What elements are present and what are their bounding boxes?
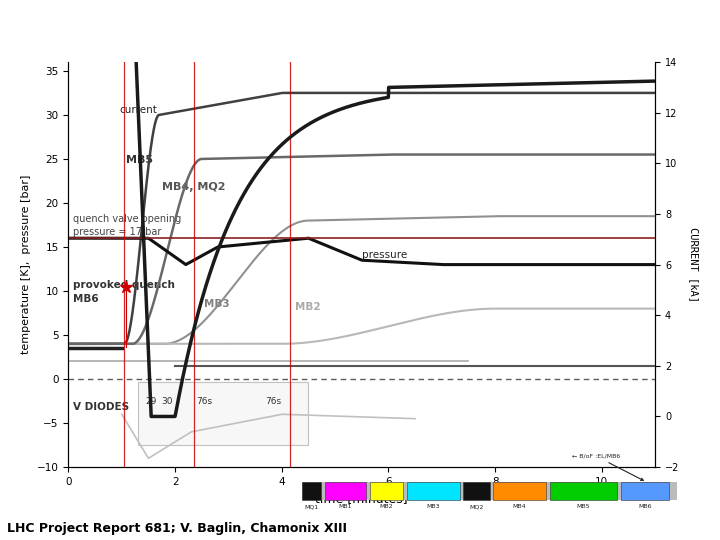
Y-axis label: CURRENT [kA]: CURRENT [kA] [689, 227, 698, 302]
Bar [302, 482, 321, 500]
Text: MB2: MB2 [380, 504, 393, 509]
Bar [138, 382, 308, 445]
Text: MB6: MB6 [638, 504, 652, 509]
Bar [549, 482, 617, 500]
Text: quench effect in String 2 Test: quench effect in String 2 Test [9, 19, 403, 43]
Bar [325, 482, 366, 500]
Text: current: current [119, 105, 157, 115]
Text: MB2: MB2 [295, 302, 320, 312]
Text: MQ2: MQ2 [469, 504, 484, 509]
Bar [408, 482, 459, 500]
Text: V DIODES: V DIODES [73, 402, 129, 412]
Text: MB1: MB1 [338, 504, 352, 509]
Text: 76s: 76s [266, 397, 282, 406]
Text: MB4: MB4 [513, 504, 526, 509]
Text: LHC Project Report 681; V. Baglin, Chamonix XIII: LHC Project Report 681; V. Baglin, Chamo… [7, 522, 347, 535]
Text: MB3: MB3 [204, 299, 230, 309]
X-axis label: time [minutes]: time [minutes] [315, 492, 408, 505]
Bar [464, 482, 490, 500]
Text: pressure: pressure [361, 249, 407, 260]
Text: 76s: 76s [197, 397, 212, 406]
Bar [621, 482, 670, 500]
Bar [493, 482, 546, 500]
Text: 29: 29 [145, 397, 157, 406]
Text: MB5: MB5 [577, 504, 590, 509]
Bar [302, 482, 677, 500]
Text: provoked quench
MB6: provoked quench MB6 [73, 280, 174, 303]
Y-axis label: temperature [K],  pressure [bar]: temperature [K], pressure [bar] [22, 175, 31, 354]
Text: ← B/oF :EL/MB6: ← B/oF :EL/MB6 [572, 454, 643, 481]
Text: MB4, MQ2: MB4, MQ2 [162, 182, 225, 192]
Text: 30: 30 [161, 397, 173, 406]
Text: MQ1: MQ1 [305, 504, 319, 509]
Text: MB3: MB3 [427, 504, 440, 509]
Bar [370, 482, 403, 500]
Text: quench valve opening
pressure = 17 bar: quench valve opening pressure = 17 bar [73, 213, 181, 237]
Text: MB5: MB5 [126, 156, 153, 165]
